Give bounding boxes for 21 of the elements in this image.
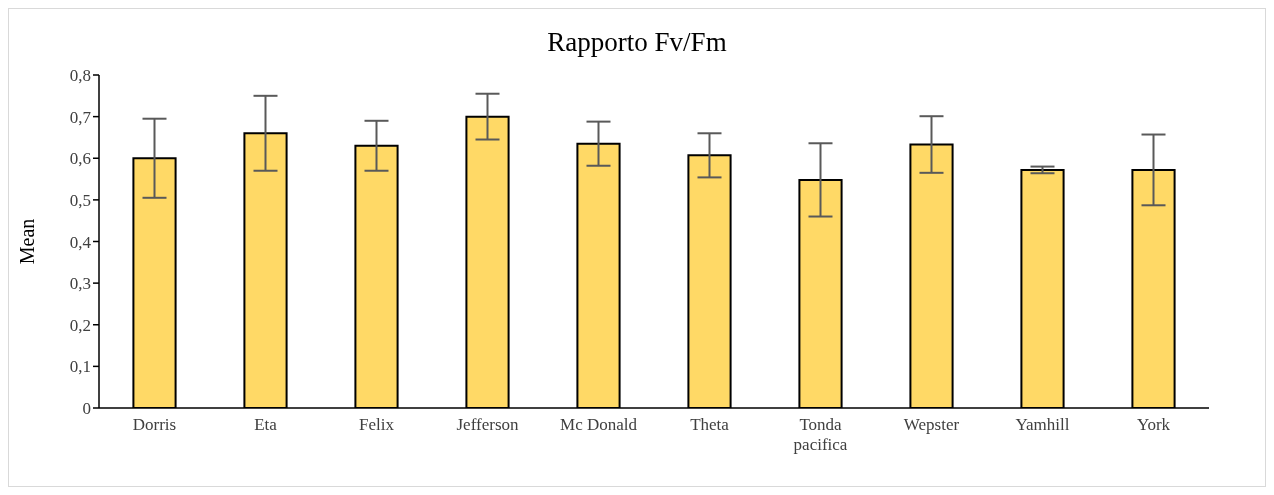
x-tick-label: Felix bbox=[359, 415, 395, 434]
y-tick-label: 0,6 bbox=[69, 149, 91, 169]
y-tick-label: 0,4 bbox=[69, 232, 92, 252]
chart-title: Rapporto Fv/Fm bbox=[546, 27, 728, 59]
x-tick-label: York bbox=[1136, 415, 1171, 434]
y-tick-label: 0,8 bbox=[69, 66, 91, 86]
x-tick-label: Tonda pacifica bbox=[793, 415, 848, 454]
x-tick-label: Wepster bbox=[903, 415, 960, 434]
x-tick-label: Eta bbox=[254, 415, 278, 434]
y-tick-label: 0,1 bbox=[69, 357, 91, 377]
x-tick-label: Theta bbox=[690, 415, 730, 434]
y-tick-label: 0,3 bbox=[69, 274, 91, 294]
x-tick-label: Dorris bbox=[132, 415, 177, 434]
x-tick-label: Yamhill bbox=[1015, 415, 1070, 434]
x-tick-label: Jefferson bbox=[456, 415, 519, 434]
y-axis-title: Mean bbox=[16, 218, 39, 265]
y-tick-label: 0,5 bbox=[69, 190, 91, 210]
y-tick-label: 0 bbox=[82, 399, 91, 419]
x-tick-label: Mc Donald bbox=[560, 415, 638, 434]
y-tick-label: 0,2 bbox=[69, 315, 91, 335]
y-tick-label: 0,7 bbox=[69, 107, 92, 127]
